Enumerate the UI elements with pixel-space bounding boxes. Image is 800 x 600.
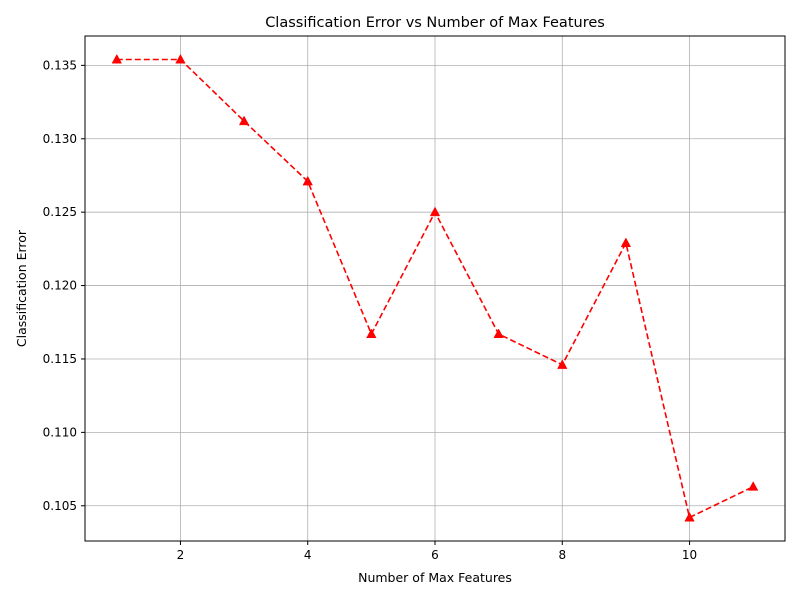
grid	[85, 36, 785, 541]
x-tick-label: 8	[558, 548, 566, 562]
x-tick-label: 6	[431, 548, 439, 562]
x-tick-label: 2	[177, 548, 185, 562]
y-axis-label: Classification Error	[14, 229, 29, 347]
data-point-marker	[684, 511, 695, 522]
data-point-marker	[748, 481, 759, 491]
x-axis: 2 4 6 8 10	[177, 541, 697, 562]
data-point-marker	[429, 206, 441, 217]
y-tick-label: 0.110	[43, 425, 77, 439]
y-tick-label: 0.130	[43, 132, 77, 146]
y-tick-label: 0.125	[43, 205, 77, 219]
y-tick-label: 0.115	[43, 352, 77, 366]
y-tick-label: 0.120	[43, 279, 77, 293]
data-point-marker	[557, 359, 568, 369]
data-point-marker	[111, 53, 122, 64]
x-tick-label: 4	[304, 548, 312, 562]
data-point-marker	[175, 53, 186, 64]
series-layer	[111, 53, 759, 522]
y-tick-label: 0.135	[43, 58, 77, 72]
x-axis-label: Number of Max Features	[358, 570, 512, 585]
data-point-marker	[366, 328, 377, 339]
x-tick-label: 10	[682, 548, 697, 562]
data-point-marker	[302, 175, 313, 186]
chart-title: Classification Error vs Number of Max Fe…	[265, 15, 605, 31]
y-tick-label: 0.105	[43, 499, 77, 513]
data-point-marker	[493, 328, 504, 339]
data-point-marker	[238, 115, 250, 126]
data-point-marker	[620, 237, 632, 247]
y-axis: 0.105 0.110 0.115 0.120 0.125 0.130 0.135	[43, 58, 85, 513]
